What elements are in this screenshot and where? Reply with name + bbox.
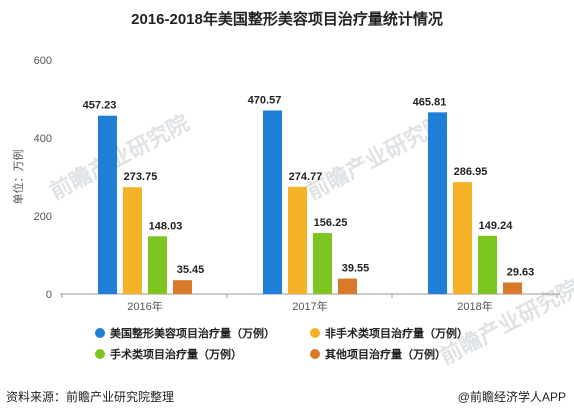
data-label: 470.57 <box>248 94 282 106</box>
y-axis-label: 单位：万例 <box>11 150 25 205</box>
data-labels: 457.23 273.75 148.03 35.45 470.57 274.77 156.2… <box>83 94 535 278</box>
data-label: 457.23 <box>83 100 117 112</box>
x-tick-label: 2016年 <box>127 299 162 313</box>
data-label: 149.24 <box>479 220 514 232</box>
bar <box>263 110 282 295</box>
bar <box>148 236 167 294</box>
bar <box>123 187 142 294</box>
legend-label: 非手术类项目治疗量（万例） <box>325 326 468 340</box>
bars <box>98 110 522 295</box>
watermark-text: 前瞻产业研究院 <box>46 110 194 204</box>
data-label: 39.55 <box>342 263 370 275</box>
legend-swatch <box>95 328 105 338</box>
bar <box>338 278 357 294</box>
bar <box>453 182 472 294</box>
bar <box>478 235 497 294</box>
bar <box>428 112 447 294</box>
y-tick-label: 600 <box>34 55 52 67</box>
data-label: 29.63 <box>507 266 535 278</box>
data-label: 35.45 <box>177 264 205 276</box>
axes: 0 200 400 600 单位：万例 2016年 2017年 2018年 <box>11 55 560 313</box>
legend-label: 其他项目治疗量（万例） <box>325 347 446 361</box>
y-tick-label: 0 <box>46 289 52 301</box>
bar <box>288 186 307 294</box>
credit-note: @前瞻经济学人APP <box>457 390 566 404</box>
bar <box>173 280 192 294</box>
data-label: 148.03 <box>149 220 183 232</box>
legend-swatch <box>310 349 320 359</box>
legend-label: 美国整形美容项目治疗量（万例） <box>110 326 275 340</box>
legend-label: 手术类项目治疗量（万例） <box>110 347 242 361</box>
legend-swatch <box>310 328 320 338</box>
chart-title: 2016-2018年美国整形美容项目治疗量统计情况 <box>131 11 443 28</box>
legend-swatch <box>95 349 105 359</box>
bar <box>313 233 332 294</box>
source-note: 资料来源：前瞻产业研究院整理 <box>6 390 175 404</box>
y-tick-label: 400 <box>34 133 52 145</box>
data-label: 156.25 <box>314 217 348 229</box>
y-tick-label: 200 <box>34 211 52 223</box>
x-tick-label: 2017年 <box>292 299 327 313</box>
data-label: 274.77 <box>289 171 323 183</box>
legend: 美国整形美容项目治疗量（万例） 非手术类项目治疗量（万例） 手术类项目治疗量（万例）… <box>95 326 468 361</box>
data-label: 286.95 <box>454 166 488 178</box>
data-label: 465.81 <box>413 96 447 108</box>
bar <box>98 115 117 294</box>
data-label: 273.75 <box>124 171 158 183</box>
bar <box>503 282 522 294</box>
x-tick-label: 2018年 <box>457 299 492 313</box>
